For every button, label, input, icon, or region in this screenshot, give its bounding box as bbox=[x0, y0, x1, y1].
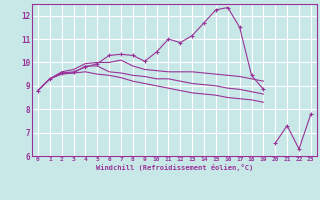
X-axis label: Windchill (Refroidissement éolien,°C): Windchill (Refroidissement éolien,°C) bbox=[96, 164, 253, 171]
